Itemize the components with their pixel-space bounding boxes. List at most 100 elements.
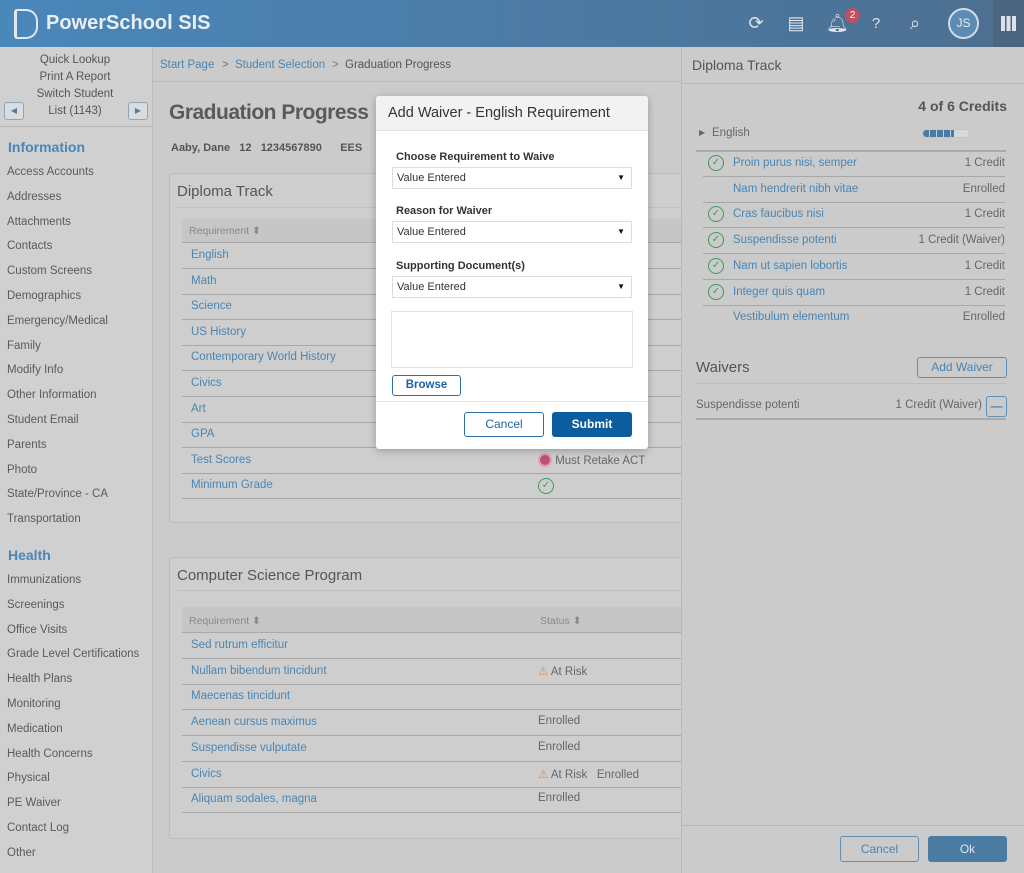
requirement-link[interactable]: Art — [191, 402, 206, 415]
submit-button[interactable]: Submit — [552, 412, 632, 437]
course-link[interactable]: Nam hendrerit nibh vitae — [733, 182, 859, 195]
warning-icon: ⚠ — [538, 665, 549, 678]
avatar[interactable]: JS — [948, 8, 979, 39]
requirement-link[interactable]: Test Scores — [191, 453, 252, 466]
apps-grid-icon[interactable] — [993, 0, 1024, 47]
course-credit: 1 Credit — [964, 208, 1005, 221]
next-student-button[interactable]: ▶ — [128, 102, 148, 120]
sidebar-item[interactable]: Addresses — [7, 190, 62, 203]
requirement-link[interactable]: Aliquam sodales, magna — [191, 793, 317, 806]
sidebar-item[interactable]: Contact Log — [7, 822, 70, 834]
sidebar-item[interactable]: Immunizations — [7, 574, 82, 586]
bell-icon[interactable]: 🔔︎ — [826, 13, 849, 33]
reason-select[interactable]: Value Entered ▼ — [392, 221, 632, 243]
sidebar-item[interactable]: Photo — [7, 463, 38, 476]
sidebar-item[interactable]: Monitoring — [7, 698, 61, 710]
sidebar-item[interactable]: Health Plans — [7, 673, 73, 686]
sidebar-item[interactable]: Access Accounts — [7, 166, 94, 178]
app-title: PowerSchool SIS — [46, 12, 211, 34]
requirement-link[interactable]: US History — [191, 325, 246, 338]
requirement-link[interactable]: English — [191, 249, 229, 261]
quick-lookup-link[interactable]: Quick Lookup — [39, 54, 111, 66]
column-header-requirement[interactable]: Requirement ⬍ — [189, 225, 261, 237]
sidebar-item[interactable]: Other — [7, 846, 36, 859]
course-row: Vestibulum elementum Enrolled — [703, 305, 1005, 331]
documents-select[interactable]: Value Entered ▼ — [392, 276, 632, 298]
modal-cancel-button[interactable]: Cancel — [464, 412, 544, 437]
sidebar-item[interactable]: Transportation — [7, 513, 81, 526]
requirement-link[interactable]: Civics — [191, 377, 222, 389]
group-english[interactable]: English — [712, 127, 750, 139]
waivers-title: Waivers — [696, 359, 750, 376]
sidebar-item[interactable]: Medication — [7, 722, 63, 735]
course-link[interactable]: Vestibulum elementum — [733, 311, 850, 324]
breadcrumb-student-selection[interactable]: Student Selection — [235, 59, 326, 71]
requirement-link[interactable]: Civics — [191, 767, 222, 780]
student-name: Aaby, Dane — [171, 142, 231, 154]
row-status: Enrolled — [538, 792, 581, 805]
help-icon[interactable]: ? — [871, 15, 881, 32]
sidebar-item[interactable]: Custom Screens — [7, 265, 93, 278]
requirement-link[interactable]: Sed rutrum efficitur — [191, 639, 288, 651]
sidebar-item[interactable]: Physical — [7, 772, 50, 785]
notification-badge: 2 — [845, 8, 860, 23]
browse-button[interactable]: Browse — [392, 375, 461, 396]
search-icon[interactable]: ⌕ — [909, 13, 921, 33]
sidebar-item[interactable]: Contacts — [7, 240, 53, 253]
panel-ok-button[interactable]: Ok — [928, 836, 1007, 862]
requirement-link[interactable]: Math — [191, 274, 217, 287]
sidebar-item[interactable]: Parents — [7, 438, 47, 451]
course-link[interactable]: Proin purus nisi, semper — [733, 157, 857, 169]
breadcrumb-start-page[interactable]: Start Page — [160, 59, 215, 71]
sidebar-item[interactable]: PE Waiver — [7, 797, 61, 810]
sidebar-item[interactable]: Family — [7, 339, 41, 352]
student-list-link[interactable]: List (1143) — [48, 105, 102, 117]
sidebar-item[interactable]: Health Concerns — [7, 747, 93, 760]
diploma-track-panel — [681, 47, 1024, 873]
requirement-link[interactable]: Minimum Grade — [191, 479, 273, 492]
sidebar-item[interactable]: Modify Info — [7, 364, 64, 377]
requirement-link[interactable]: Science — [191, 300, 232, 313]
print-icon[interactable]: ▤ — [787, 13, 805, 33]
requirement-select[interactable]: Value Entered ▼ — [392, 167, 632, 189]
requirement-link[interactable]: Aenean cursus maximus — [191, 716, 317, 729]
requirement-link[interactable]: Maecenas tincidunt — [191, 690, 291, 703]
sidebar-item[interactable]: Other Information — [7, 389, 97, 402]
student-id: 1234567890 — [260, 142, 322, 154]
sidebar-item[interactable]: Office Visits — [7, 623, 68, 636]
refresh-icon[interactable]: ⟳ — [748, 13, 764, 33]
sidebar-item[interactable]: Grade Level Certifications — [7, 648, 140, 661]
add-waiver-modal: Add Waiver - English Requirement Choose … — [376, 96, 648, 449]
sidebar-item[interactable]: Demographics — [7, 290, 82, 302]
course-link[interactable]: Suspendisse potenti — [733, 234, 837, 247]
switch-student-link[interactable]: Switch Student — [36, 88, 114, 100]
requirement-link[interactable]: Nullam bibendum tincidunt — [191, 664, 327, 677]
expand-caret-icon[interactable]: ▶ — [699, 128, 706, 137]
add-waiver-button[interactable]: Add Waiver — [917, 357, 1007, 378]
check-circle-icon: ✓ — [538, 478, 554, 495]
requirement-link[interactable]: Suspendisse vulputate — [191, 741, 307, 754]
row-status: Enrolled — [538, 740, 581, 753]
course-link[interactable]: Nam ut sapien lobortis — [733, 259, 848, 272]
sidebar-item[interactable]: Screenings — [7, 598, 65, 611]
course-link[interactable]: Integer quis quam — [733, 285, 826, 298]
waiver-value: 1 Credit (Waiver) — [895, 399, 982, 411]
requirement-link[interactable]: Contemporary World History — [191, 351, 336, 364]
remove-waiver-button[interactable]: — — [986, 396, 1007, 417]
sidebar-item[interactable]: Emergency/Medical — [7, 314, 108, 327]
previous-student-button[interactable]: ◀ — [4, 102, 24, 120]
print-report-link[interactable]: Print A Report — [39, 71, 111, 83]
column-header-requirement[interactable]: Requirement ⬍ — [189, 615, 261, 627]
document-drop-area[interactable] — [391, 311, 633, 368]
panel-cancel-button[interactable]: Cancel — [840, 836, 919, 862]
course-link[interactable]: Cras faucibus nisi — [733, 208, 824, 221]
sidebar-item[interactable]: Student Email — [7, 414, 79, 426]
sidebar-item[interactable]: Attachments — [7, 215, 71, 228]
modal-footer-divider — [376, 401, 648, 402]
requirement-link[interactable]: GPA — [191, 428, 215, 441]
warning-icon: ⚠ — [538, 768, 549, 781]
course-credit: Enrolled — [962, 311, 1005, 324]
diploma-card-title: Diploma Track — [177, 183, 273, 200]
column-header-status[interactable]: Status ⬍ — [540, 615, 582, 627]
sidebar-item[interactable]: State/Province - CA — [7, 488, 108, 501]
